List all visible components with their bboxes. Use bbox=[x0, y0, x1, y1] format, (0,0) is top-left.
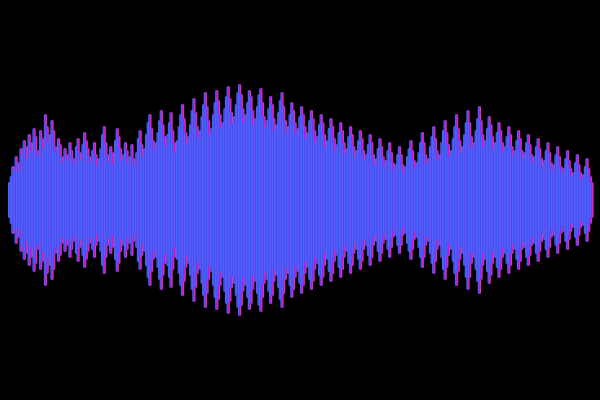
waveform-bar bbox=[590, 182, 594, 218]
waveform-bars-group bbox=[8, 84, 594, 316]
